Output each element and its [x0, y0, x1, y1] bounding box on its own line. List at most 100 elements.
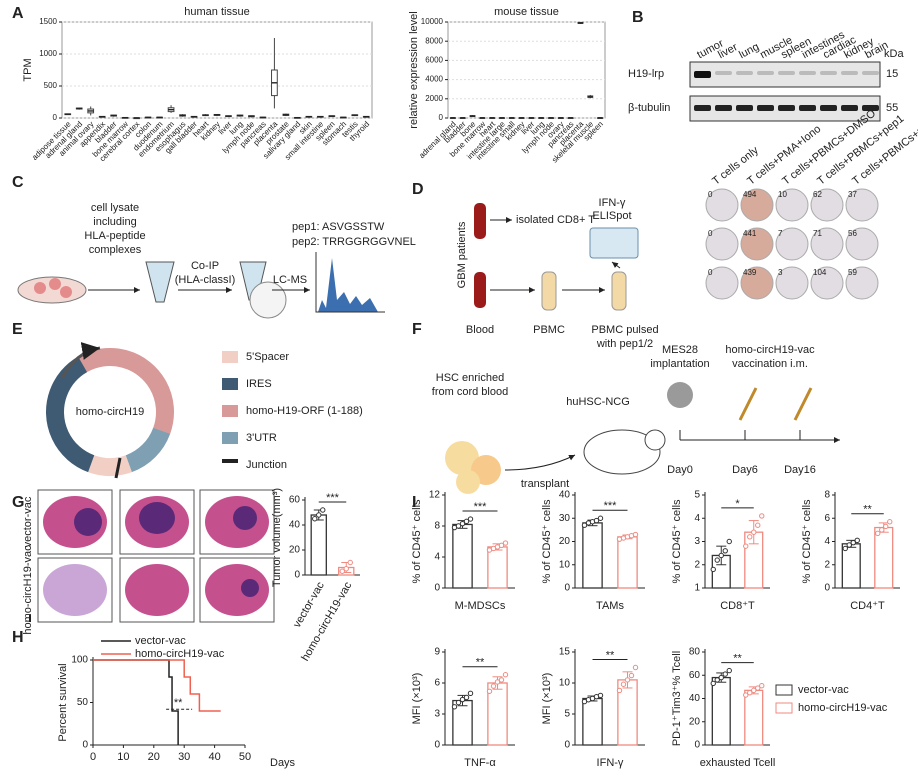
legend-swatch [222, 405, 238, 417]
well [740, 188, 774, 222]
y-tick-label: 10000 [421, 17, 444, 26]
panel-label: I [412, 494, 416, 511]
day-label: Day6 [732, 464, 758, 476]
step-text: IFN-γ [599, 197, 626, 209]
tube [541, 271, 557, 311]
chart-title: human tissue [184, 6, 249, 18]
survival-line [93, 659, 179, 745]
spot-count: 37 [848, 190, 857, 199]
spot-count: 0 [708, 229, 713, 238]
y-tick-label: 40 [289, 520, 301, 531]
legend-label: Junction [246, 459, 287, 471]
well [740, 227, 774, 261]
step-text: transplant [521, 478, 569, 490]
tumor [139, 502, 175, 534]
y-axis-label: PD-1⁺Tim3⁺% Tcell [671, 651, 683, 746]
data-point [632, 531, 639, 538]
panel-label: A [12, 5, 24, 22]
data-point [459, 696, 466, 703]
section [125, 564, 189, 616]
step-text: cell lysate [91, 202, 139, 214]
step-text: PBMC [533, 324, 565, 336]
chart: 0 4 8 12 % of CD45⁺ cells M-MDSCs *** [411, 490, 515, 612]
significance: * [735, 498, 740, 510]
legend-label: homo-H19-ORF (1-188) [246, 405, 363, 417]
data-point [624, 677, 631, 683]
y-axis-label: relative expression level [408, 11, 420, 128]
step-text: HSC enriched [436, 372, 504, 384]
band [694, 105, 711, 111]
data-point [312, 516, 318, 522]
bar [452, 523, 473, 589]
spot-count: 0 [708, 268, 713, 277]
panel-label: E [12, 321, 23, 338]
plate [589, 227, 639, 259]
tumor [74, 508, 102, 536]
data-point [597, 515, 604, 521]
arrow [504, 454, 576, 471]
cell [60, 286, 72, 298]
y-tick-label: 0 [434, 740, 440, 751]
y-tick-label: 1000 [39, 49, 57, 58]
spot-count: 7 [778, 229, 783, 238]
segment [46, 348, 174, 476]
band [715, 105, 732, 111]
data-point [467, 690, 474, 697]
cell [49, 278, 61, 290]
y-tick-label: 12 [429, 490, 441, 501]
data-point [628, 672, 635, 679]
data-point [459, 520, 466, 527]
y-tick-label: 80 [689, 647, 701, 658]
direction-arrow [60, 342, 101, 379]
data-point [714, 677, 720, 683]
y-tick-label: 0 [694, 740, 700, 751]
data-point [846, 542, 852, 548]
y-tick-label: 5 [694, 490, 700, 501]
band [799, 71, 816, 75]
x-axis-label: CD4⁺T [850, 600, 885, 612]
y-tick-label: 50 [77, 697, 89, 708]
section [205, 564, 269, 616]
row-label: vector-vac [22, 496, 34, 547]
x-axis-label: exhausted Tcell [700, 757, 776, 769]
data-point [710, 680, 716, 687]
spot-count: 71 [813, 229, 822, 238]
y-tick-label: 4 [824, 536, 830, 547]
data-point [887, 519, 893, 525]
step-text: with pep1/2 [596, 338, 653, 350]
y-tick-label: 8 [824, 490, 830, 501]
band [757, 105, 774, 111]
data-point [455, 523, 462, 529]
data-point [632, 664, 639, 671]
data-point [620, 681, 627, 687]
x-tick-label: 20 [148, 751, 160, 763]
y-axis-label: MFI (×10³) [541, 673, 553, 725]
well [810, 227, 844, 261]
legend-label: vector-vac [798, 684, 849, 696]
x-tick-label: 10 [117, 751, 129, 763]
x-axis-label: TAMs [596, 600, 624, 612]
band [736, 71, 753, 75]
data-point [842, 545, 848, 552]
plot-frame [447, 21, 606, 119]
well [705, 266, 739, 300]
data-point [751, 687, 757, 694]
cell [34, 282, 46, 294]
y-tick-label: 8 [434, 521, 440, 532]
chart-title: mouse tissue [494, 6, 559, 18]
well [810, 266, 844, 300]
mouse [583, 429, 661, 475]
segment [46, 348, 174, 476]
data-point [747, 534, 753, 540]
step-text: isolated CD8+ T [516, 214, 595, 226]
bar [582, 697, 603, 746]
y-tick-label: 4000 [425, 75, 443, 84]
y-tick-label: 0 [294, 570, 300, 581]
band [841, 71, 858, 75]
band [862, 105, 879, 111]
peptide: pep1: ASVGSSTW [292, 221, 385, 233]
y-tick-label: 0 [434, 583, 440, 594]
band [799, 105, 816, 111]
